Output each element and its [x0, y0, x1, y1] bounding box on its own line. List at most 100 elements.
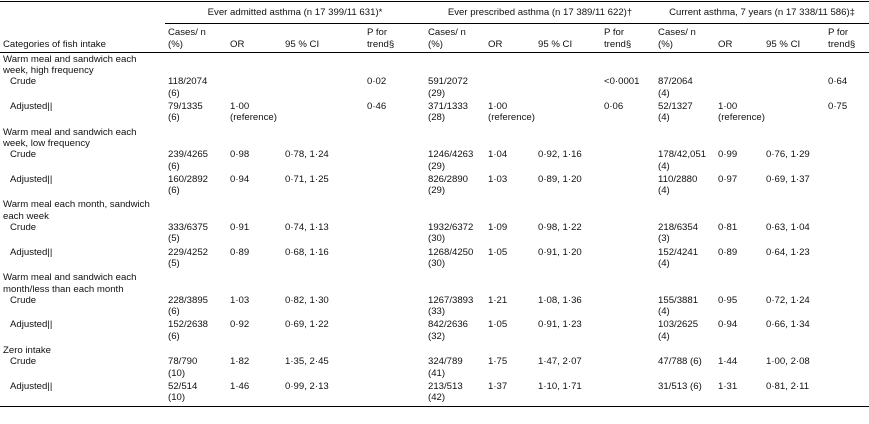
data-cell: 1·82 [227, 356, 282, 381]
cell-text: 110/2880 (4) [658, 173, 698, 197]
empty-cell [715, 52, 763, 76]
empty-cell [763, 52, 825, 76]
data-row: Crude 118/2074 (6) 0·02 591/2072 (29) <0·000… [0, 76, 869, 101]
data-cell: 842/2636 (32) [425, 319, 485, 344]
data-cell: 0·46 [364, 101, 425, 126]
data-cell [601, 247, 655, 272]
cell-text: 239/4265 (6) [168, 149, 209, 172]
cell-text: 1·46 [230, 380, 250, 392]
empty-header [0, 2, 165, 24]
data-row: Crude 239/4265 (6) 0·98 0·78, 1·24 1246/4263… [0, 149, 869, 174]
row-label: Adjusted|| [10, 101, 53, 113]
section-row: Warm meal and sandwich each month/less t… [0, 271, 869, 295]
data-cell: 1·10, 1·71 [535, 381, 601, 406]
empty-cell [825, 126, 869, 150]
row-label: Adjusted|| [10, 380, 53, 392]
data-cell: 1·03 [485, 174, 535, 199]
cell-text: 0·92, 1·16 [538, 149, 582, 161]
data-cell [282, 76, 364, 101]
cell-text: 1·08, 1·36 [538, 294, 582, 306]
cell-text: 1·47, 2·07 [538, 356, 582, 368]
data-cell: 1·31 [715, 381, 763, 406]
cell-text: 0·02 [367, 76, 387, 88]
data-cell: 52/514 (10) [165, 381, 227, 406]
data-cell: 0·78, 1·24 [282, 149, 364, 174]
column-header: 95 % CI [535, 23, 601, 53]
column-header: P for trend§ [364, 23, 425, 53]
data-cell [825, 174, 869, 199]
cell-text: 1·82 [230, 356, 250, 368]
data-cell [535, 101, 601, 126]
column-header-text: Cases/ n (%) [168, 27, 206, 50]
column-header-text: OR [230, 38, 245, 50]
cell-text: 0·98, 1·22 [538, 222, 582, 234]
section-title: Warm meal each month, sandwich each week [0, 198, 165, 222]
data-cell: 0·98, 1·22 [535, 222, 601, 247]
data-cell: 0·94 [227, 174, 282, 199]
data-cell: 1·00 (reference) [485, 101, 535, 126]
label-header: Categories of fish intake [0, 23, 165, 53]
empty-cell [282, 52, 364, 76]
data-cell [601, 319, 655, 344]
data-cell: 1·00 (reference) [715, 101, 765, 126]
cell-text: 1·35, 2·45 [285, 356, 329, 368]
cell-text: 1·00 (reference) [230, 101, 277, 124]
data-cell: 0·64 [825, 76, 869, 101]
cell-text: 0·91, 1·20 [538, 246, 582, 258]
cell-text: 0·69, 1·22 [285, 319, 329, 331]
data-cell: 1·21 [485, 295, 535, 320]
cell-text: 0·99, 2·13 [285, 380, 329, 392]
cell-text: 1268/4250 (30) [428, 246, 474, 269]
data-cell: 0·89, 1·20 [535, 174, 601, 199]
cell-text: 218/6354 (3) [658, 222, 699, 245]
data-cell: 0·92 [227, 319, 282, 344]
data-cell: 152/2638 (6) [165, 319, 227, 344]
data-cell: 0·98 [227, 149, 282, 174]
data-cell [601, 174, 655, 199]
section-title-text: Warm meal each month, sandwich each week [3, 199, 150, 222]
data-row: Crude 333/6375 (5) 0·91 0·74, 1·13 1932/6372… [0, 222, 869, 247]
cell-text: 324/789 (41) [428, 356, 463, 379]
data-cell: 1·09 [485, 222, 535, 247]
data-cell [825, 222, 869, 247]
empty-cell [485, 271, 535, 295]
data-cell: 118/2074 (6) [165, 76, 227, 101]
empty-cell [165, 344, 227, 356]
data-cell: 87/2064 (4) [655, 76, 715, 101]
cell-text: 1·31 [718, 380, 738, 392]
empty-cell [535, 52, 601, 76]
data-cell: 213/513 (42) [425, 381, 485, 406]
empty-cell [425, 126, 485, 150]
data-cell: 0·63, 1·04 [763, 222, 825, 247]
empty-cell [425, 344, 485, 356]
section-title-text: Warm meal and sandwich each week, low fr… [3, 126, 137, 149]
empty-cell [227, 271, 282, 295]
data-row: Adjusted|| 160/2892 (6) 0·94 0·71, 1·25 826/… [0, 174, 869, 199]
empty-cell [825, 271, 869, 295]
cell-text: 118/2074 (6) [168, 76, 208, 99]
cell-text: 47/788 (6) [658, 356, 702, 368]
cell-text: 213/513 (42) [428, 380, 463, 404]
empty-cell [655, 271, 715, 295]
table-header: Ever admitted asthma (n 17 399/11 631)* E… [0, 1, 869, 53]
cell-text: 0·91 [230, 222, 250, 234]
empty-cell [364, 344, 425, 356]
cell-text: 1·75 [488, 356, 508, 368]
cell-text: 0·46 [367, 101, 387, 113]
data-cell: 0·99 [715, 149, 763, 174]
data-cell: 0·99, 2·13 [282, 381, 364, 406]
data-cell [601, 295, 655, 320]
empty-cell [282, 271, 364, 295]
column-header-text: Cases/ n (%) [658, 27, 696, 50]
cell-text: 0·64, 1·23 [766, 246, 810, 258]
cell-text: 155/3881 (4) [658, 294, 699, 318]
section-title: Zero intake [0, 344, 165, 356]
column-header: Cases/ n (%) [655, 23, 716, 53]
data-cell: 239/4265 (6) [165, 149, 227, 174]
empty-cell [165, 198, 227, 222]
cell-text: 842/2636 (32) [428, 319, 469, 342]
empty-cell [535, 126, 601, 150]
cell-text: 0·89 [230, 246, 250, 258]
data-cell: 0·02 [364, 76, 425, 101]
empty-cell [715, 271, 763, 295]
